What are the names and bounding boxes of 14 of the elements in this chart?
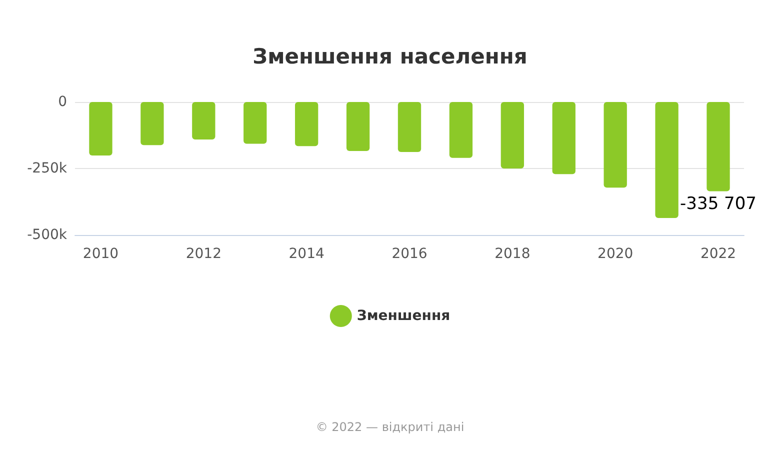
x-tick-label: 2022 [700,246,736,262]
y-tick-label: 0 [58,94,67,110]
x-tick-label: 2012 [186,246,222,262]
chart-title: Зменшення населення [252,44,528,68]
x-tick-label: 2010 [82,246,119,262]
y-tick-label: -500k [27,227,68,243]
y-tick-label: -250k [27,160,68,176]
data-label: -335 707 [680,194,756,214]
x-tick-label: 2018 [494,246,530,262]
x-tick-label: 2014 [288,246,324,262]
x-tick-label: 2020 [598,246,634,262]
legend-label: Зменшення [356,308,450,324]
x-tick-label: 2016 [392,246,428,262]
text: © 2022 — відкриті дані [316,420,464,434]
